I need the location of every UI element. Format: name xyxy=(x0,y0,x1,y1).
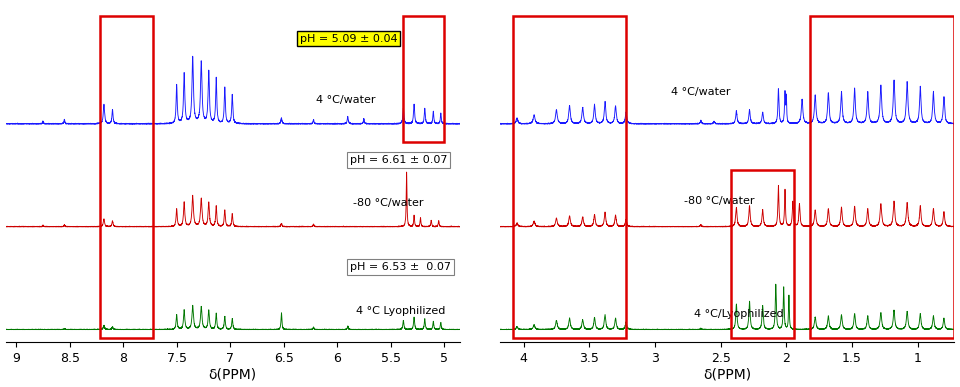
Bar xyxy=(513,16,626,338)
Text: 4 °C Lyophilized: 4 °C Lyophilized xyxy=(356,306,445,316)
Bar xyxy=(732,170,794,338)
X-axis label: δ(PPM): δ(PPM) xyxy=(703,367,752,382)
Text: 4 °C/water: 4 °C/water xyxy=(316,95,375,105)
Text: pH = 5.09 ± 0.04: pH = 5.09 ± 0.04 xyxy=(300,34,397,44)
X-axis label: δ(PPM): δ(PPM) xyxy=(208,367,257,382)
Bar xyxy=(100,16,154,338)
Text: pH = 6.61 ± 0.07: pH = 6.61 ± 0.07 xyxy=(349,155,447,165)
Text: 4 °C/Lyophilized: 4 °C/Lyophilized xyxy=(694,309,784,319)
Text: -80 °C/water: -80 °C/water xyxy=(353,198,423,208)
Text: 4 °C/water: 4 °C/water xyxy=(671,87,731,97)
Text: -80 °C/water: -80 °C/water xyxy=(684,196,755,206)
Bar xyxy=(403,16,444,142)
Text: pH = 6.53 ±  0.07: pH = 6.53 ± 0.07 xyxy=(349,262,451,272)
Bar xyxy=(810,16,954,338)
